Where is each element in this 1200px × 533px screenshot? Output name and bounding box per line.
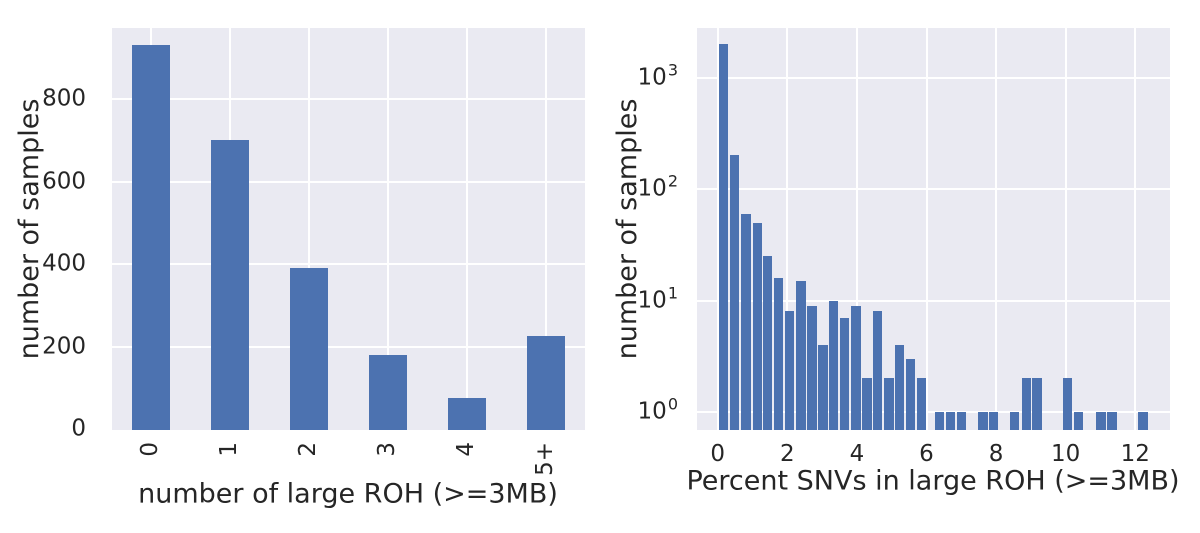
bar bbox=[807, 305, 817, 430]
gridline bbox=[697, 76, 1170, 79]
gridline bbox=[544, 28, 547, 430]
bar bbox=[829, 300, 839, 430]
x-tick-label: 1 bbox=[215, 442, 242, 457]
gridline bbox=[1134, 28, 1137, 430]
log-tick-base: 10 bbox=[637, 64, 667, 90]
gridline bbox=[786, 28, 789, 430]
bar bbox=[916, 378, 927, 430]
x-tick-label: 4 bbox=[452, 442, 479, 457]
y-tick-label: 600 bbox=[42, 168, 86, 194]
bar bbox=[989, 412, 999, 430]
bar bbox=[762, 256, 772, 430]
right-y-axis-label: number of samples bbox=[612, 98, 643, 360]
left-chart-panel bbox=[112, 28, 585, 430]
right-x-axis-label: Percent SNVs in large ROH (>=3MB) bbox=[686, 465, 1180, 497]
gridline bbox=[112, 263, 585, 265]
gridline bbox=[716, 28, 719, 430]
bar bbox=[447, 398, 486, 430]
bar bbox=[1062, 378, 1072, 430]
bar bbox=[1021, 378, 1031, 430]
bar bbox=[131, 45, 170, 430]
bar bbox=[945, 412, 955, 430]
x-tick-label: 5+ bbox=[531, 442, 558, 476]
log-tick-base: 10 bbox=[637, 287, 667, 313]
bar bbox=[796, 280, 806, 430]
gridline bbox=[307, 28, 310, 430]
bar bbox=[526, 336, 565, 430]
bar bbox=[839, 317, 850, 430]
bar bbox=[872, 311, 883, 430]
y-tick-label: 0 bbox=[71, 415, 86, 442]
bar bbox=[956, 412, 967, 430]
x-tick-label: 6 bbox=[919, 441, 934, 467]
x-tick-label: 8 bbox=[988, 441, 1004, 467]
bar bbox=[1107, 412, 1117, 430]
gridline bbox=[112, 345, 585, 348]
bar bbox=[934, 412, 945, 430]
gridline bbox=[112, 98, 585, 100]
gridline bbox=[855, 28, 858, 430]
right-chart-panel bbox=[697, 28, 1170, 430]
gridline bbox=[386, 28, 389, 430]
bar bbox=[818, 344, 828, 430]
x-tick-label: 0 bbox=[136, 442, 163, 457]
x-tick-label: 0 bbox=[710, 441, 726, 467]
log-tick-exponent: 0 bbox=[667, 394, 678, 414]
y-tick-label: 101 bbox=[0, 285, 678, 313]
bar bbox=[784, 311, 795, 430]
left-x-axis-label: number of large ROH (>=3MB) bbox=[138, 478, 558, 510]
y-tick-label: 103 bbox=[0, 62, 678, 90]
bar bbox=[1032, 378, 1042, 430]
y-tick-label: 400 bbox=[42, 250, 86, 277]
bar bbox=[210, 140, 249, 430]
gridline bbox=[995, 28, 998, 430]
bar bbox=[862, 378, 872, 430]
bar bbox=[1096, 412, 1106, 430]
log-tick-base: 10 bbox=[637, 398, 667, 425]
x-tick-label: 2 bbox=[779, 441, 795, 467]
y-tick-label: 200 bbox=[42, 333, 86, 359]
bar bbox=[851, 305, 861, 430]
gridline bbox=[697, 411, 1170, 413]
y-tick-label: 100 bbox=[0, 396, 678, 425]
gridline bbox=[1064, 28, 1067, 430]
bar bbox=[978, 412, 988, 430]
bar bbox=[1009, 412, 1019, 430]
bar bbox=[884, 378, 894, 430]
gridline bbox=[465, 28, 468, 430]
log-tick-exponent: 2 bbox=[667, 171, 678, 191]
bar bbox=[719, 43, 729, 430]
bar bbox=[741, 213, 751, 430]
x-tick-label: 3 bbox=[373, 442, 400, 457]
bar bbox=[752, 222, 762, 430]
bar bbox=[895, 344, 905, 430]
left-y-axis-label: number of samples bbox=[14, 98, 45, 360]
x-tick-label: 4 bbox=[849, 441, 865, 467]
bar bbox=[729, 155, 740, 430]
bar bbox=[368, 354, 407, 430]
bar bbox=[774, 277, 784, 430]
log-tick-base: 10 bbox=[637, 175, 667, 202]
bar bbox=[1074, 412, 1084, 430]
x-tick-label: 10 bbox=[1051, 441, 1081, 467]
x-tick-label: 2 bbox=[294, 442, 321, 457]
gridline bbox=[697, 188, 1170, 190]
gridline bbox=[697, 299, 1170, 302]
log-tick-exponent: 3 bbox=[667, 60, 678, 79]
y-tick-label: 800 bbox=[42, 85, 86, 112]
x-tick-label: 12 bbox=[1120, 441, 1150, 467]
y-tick-label: 102 bbox=[0, 173, 678, 202]
bar bbox=[905, 358, 916, 430]
bar bbox=[289, 268, 328, 430]
gridline bbox=[925, 28, 928, 430]
gridline bbox=[112, 180, 585, 183]
log-tick-exponent: 1 bbox=[667, 283, 678, 302]
bar bbox=[1138, 412, 1148, 430]
